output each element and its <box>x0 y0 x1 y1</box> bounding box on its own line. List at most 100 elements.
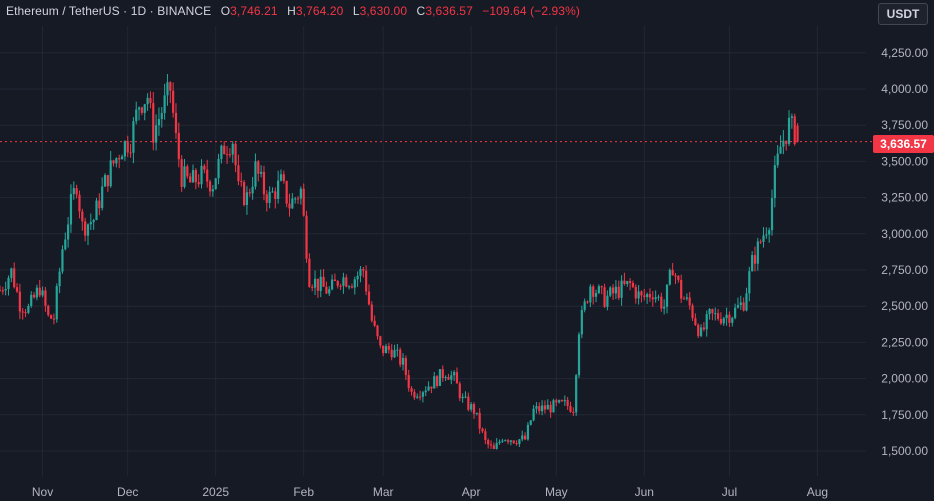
candle-body <box>773 165 776 199</box>
candle-body <box>563 400 566 402</box>
candle-body <box>455 372 459 384</box>
time-axis: Nov Dec 2025 Feb Mar Apr May Jun Jul Aug <box>32 485 828 499</box>
candle-series <box>0 74 799 450</box>
candle-body <box>291 198 294 209</box>
candle-body <box>685 297 688 299</box>
candle-body <box>470 404 473 410</box>
candle-body <box>260 171 263 174</box>
price-tick-label: 1,750.00 <box>881 408 928 422</box>
candle-body <box>348 286 351 288</box>
candle-body <box>770 198 774 231</box>
candle-body <box>265 194 268 203</box>
candle-body <box>180 159 183 187</box>
candle-body <box>509 440 512 442</box>
candle-body <box>518 439 521 445</box>
time-tick-label: Nov <box>32 485 53 499</box>
candle-body <box>333 279 337 281</box>
price-tick-label: 3,750.00 <box>881 118 928 132</box>
candle-body <box>271 191 274 193</box>
candle-body <box>688 297 691 306</box>
candle-body <box>390 349 393 358</box>
candle-body <box>546 404 549 410</box>
candle-body <box>790 116 793 118</box>
currency-unit-button[interactable]: USDT <box>878 3 928 25</box>
candle-body <box>461 396 464 399</box>
candle-body <box>183 166 186 187</box>
candle-body <box>308 258 311 287</box>
candle-body <box>135 109 138 122</box>
candle-body <box>78 194 81 212</box>
candle-body <box>152 103 155 143</box>
candle-body <box>282 174 285 182</box>
candle-body <box>81 211 84 222</box>
candle-body <box>620 280 623 298</box>
candle-body <box>660 296 663 309</box>
time-tick-label: Jun <box>635 485 654 499</box>
candle-body <box>137 107 141 110</box>
candle-body <box>552 400 555 413</box>
candle-body <box>197 182 200 185</box>
change-value: −109.64 (−2.93%) <box>482 4 580 18</box>
candle-body <box>583 301 586 311</box>
candle-body <box>35 287 38 298</box>
candle-body <box>756 241 759 264</box>
candle-body <box>174 112 178 134</box>
candle-body <box>433 376 436 389</box>
time-tick-label: Mar <box>373 485 394 499</box>
time-tick-label: Apr <box>462 485 481 499</box>
candle-body <box>350 286 354 288</box>
candle-body <box>521 435 524 440</box>
candle-body <box>776 153 779 166</box>
candle-body <box>277 180 280 199</box>
candle-body <box>575 375 578 413</box>
candle-body <box>52 318 56 320</box>
candle-body <box>725 314 728 319</box>
candle-body <box>69 193 73 225</box>
candle-body <box>106 175 109 187</box>
candle-body <box>787 117 791 144</box>
candle-body <box>379 336 382 346</box>
candle-body <box>129 152 132 154</box>
candle-body <box>214 178 217 190</box>
candle-body <box>120 156 124 160</box>
candle-body <box>356 275 359 280</box>
candle-body <box>223 145 226 155</box>
candle-body <box>682 298 686 300</box>
candle-body <box>112 160 115 164</box>
candle-body <box>123 141 126 157</box>
candle-body <box>671 269 674 276</box>
candle-body <box>634 286 637 299</box>
candle-body <box>172 90 175 113</box>
candle-body <box>722 318 725 324</box>
candle-body <box>586 301 589 303</box>
candle-body <box>396 349 399 351</box>
candle-body <box>302 188 305 216</box>
candle-body <box>668 269 671 285</box>
candle-body <box>274 191 277 199</box>
candle-body <box>447 377 450 380</box>
candle-body <box>84 221 87 236</box>
candle-body <box>208 181 212 192</box>
candle-body <box>489 444 493 446</box>
candle-body <box>342 277 345 286</box>
chart-grid <box>0 26 866 476</box>
candle-body <box>191 170 195 183</box>
candle-body <box>748 271 751 294</box>
candle-body <box>328 289 331 294</box>
price-tick-label: 1,500.00 <box>881 444 928 458</box>
candle-body <box>705 314 708 330</box>
candle-body <box>543 405 547 410</box>
candle-body <box>657 296 660 298</box>
low-value: 3,630.00 <box>359 4 408 18</box>
time-tick-label: Aug <box>807 485 828 499</box>
candle-body <box>628 281 632 283</box>
candle-body <box>472 404 476 414</box>
candle-body <box>49 315 53 319</box>
candle-body <box>228 154 232 156</box>
time-tick-label: Dec <box>117 485 138 499</box>
candle-body <box>643 295 646 298</box>
candle-body <box>674 275 677 277</box>
candle-body <box>373 320 376 326</box>
candle-body <box>262 171 266 195</box>
